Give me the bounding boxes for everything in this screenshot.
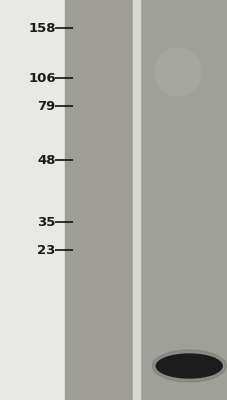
Text: 158: 158: [28, 22, 56, 34]
Text: 79: 79: [37, 100, 56, 112]
Bar: [65, 0, 133, 400]
Bar: [140, 0, 227, 400]
Text: 23: 23: [37, 244, 56, 256]
Ellipse shape: [152, 350, 225, 382]
Text: 48: 48: [37, 154, 56, 166]
Text: 106: 106: [28, 72, 56, 84]
Ellipse shape: [154, 48, 200, 96]
Text: 35: 35: [37, 216, 56, 228]
Bar: [133, 0, 140, 400]
Ellipse shape: [156, 354, 221, 378]
